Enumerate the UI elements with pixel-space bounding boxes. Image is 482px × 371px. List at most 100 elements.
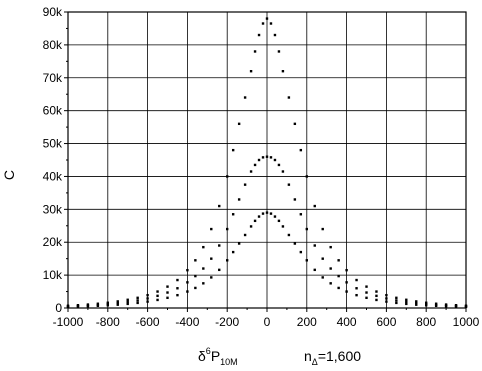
data-point bbox=[194, 274, 197, 278]
data-point bbox=[210, 227, 213, 231]
data-point bbox=[176, 287, 179, 290]
x-axis-label-sub: 10M bbox=[220, 357, 238, 367]
data-point bbox=[287, 233, 291, 237]
y-tick-label: 70k bbox=[43, 71, 63, 85]
data-point bbox=[126, 300, 129, 304]
data-point bbox=[146, 297, 149, 300]
data-point bbox=[375, 294, 378, 298]
data-point bbox=[136, 299, 139, 302]
y-tick-label: 40k bbox=[43, 169, 63, 183]
data-point bbox=[96, 304, 100, 308]
data-point bbox=[261, 212, 265, 215]
data-point bbox=[395, 299, 398, 302]
data-point bbox=[116, 301, 119, 305]
data-point bbox=[76, 305, 80, 308]
data-point bbox=[395, 301, 398, 305]
data-point bbox=[202, 282, 205, 285]
data-point bbox=[194, 259, 197, 262]
data-point bbox=[156, 294, 159, 298]
data-point bbox=[287, 96, 291, 99]
data-point bbox=[156, 298, 159, 302]
data-point bbox=[249, 170, 253, 173]
x-axis-label-main: P bbox=[211, 348, 220, 364]
data-point bbox=[375, 290, 378, 293]
data-point bbox=[136, 296, 139, 300]
data-point bbox=[281, 225, 285, 228]
data-point bbox=[365, 296, 368, 300]
data-point bbox=[166, 296, 169, 300]
data-point bbox=[231, 213, 235, 216]
data-point bbox=[277, 219, 281, 223]
data-point bbox=[261, 22, 265, 25]
data-point bbox=[261, 156, 265, 159]
data-point bbox=[237, 242, 241, 245]
data-point bbox=[434, 304, 438, 308]
x-tick-label: -600 bbox=[136, 315, 160, 329]
data-point bbox=[321, 276, 324, 279]
data-point bbox=[146, 300, 149, 303]
data-point bbox=[415, 303, 418, 306]
data-point bbox=[375, 298, 378, 302]
data-point bbox=[253, 50, 257, 53]
data-point bbox=[385, 293, 388, 297]
y-tick-label: 80k bbox=[43, 38, 63, 52]
sample-size-annotation: nΔ=1,600 bbox=[304, 348, 361, 367]
y-tick-label: 90k bbox=[43, 5, 63, 19]
data-point bbox=[405, 300, 408, 304]
data-points bbox=[66, 17, 468, 309]
data-point bbox=[385, 300, 388, 303]
data-point bbox=[194, 286, 197, 290]
data-point bbox=[126, 298, 129, 301]
x-axis-label: δ6P10M bbox=[198, 346, 238, 367]
x-tick-label: 400 bbox=[337, 315, 357, 329]
data-point bbox=[345, 281, 348, 284]
data-point bbox=[365, 285, 368, 288]
data-point bbox=[186, 281, 189, 284]
data-point bbox=[425, 301, 428, 304]
data-point bbox=[226, 259, 229, 262]
x-tick-labels: -1000 -800 -600 -400 -200 0 200 400 600 800 1000 bbox=[53, 315, 480, 329]
data-point bbox=[243, 96, 247, 99]
data-point bbox=[106, 302, 109, 306]
data-point bbox=[293, 242, 297, 245]
y-tick-label: 20k bbox=[43, 235, 63, 249]
data-point bbox=[313, 204, 316, 208]
data-point bbox=[273, 158, 277, 162]
x-axis-label-sup: 6 bbox=[206, 346, 211, 356]
data-point bbox=[273, 215, 277, 218]
data-point bbox=[156, 290, 159, 293]
data-point bbox=[299, 213, 303, 216]
data-point bbox=[277, 163, 281, 167]
data-point bbox=[405, 302, 408, 306]
data-point bbox=[355, 278, 358, 282]
y-axis-label: C bbox=[1, 170, 17, 180]
x-tick-label: 1000 bbox=[453, 315, 480, 329]
data-point bbox=[257, 33, 261, 37]
x-tick-label: -400 bbox=[175, 315, 199, 329]
y-tick-labels: 0 10k 20k 30k 40k 50k 60k 70k 80k 90k bbox=[43, 5, 63, 315]
data-point bbox=[355, 293, 358, 297]
data-point bbox=[202, 267, 205, 270]
data-point bbox=[395, 296, 398, 300]
x-tick-label: 200 bbox=[297, 315, 317, 329]
data-point bbox=[243, 233, 247, 237]
x-tick-label: -1000 bbox=[53, 315, 84, 329]
x-tick-label: -800 bbox=[96, 315, 120, 329]
data-point bbox=[257, 158, 261, 162]
data-point bbox=[176, 278, 179, 282]
data-point bbox=[237, 122, 241, 126]
data-point bbox=[321, 257, 324, 260]
data-point bbox=[293, 198, 297, 201]
data-point bbox=[337, 286, 340, 290]
data-point bbox=[415, 301, 418, 305]
data-point bbox=[269, 156, 273, 159]
data-point bbox=[265, 155, 269, 158]
data-point bbox=[405, 298, 408, 301]
data-point bbox=[218, 268, 221, 272]
data-point bbox=[355, 287, 358, 290]
data-point bbox=[385, 297, 388, 300]
annotation-rest: =1,600 bbox=[318, 348, 361, 364]
data-point bbox=[281, 170, 285, 173]
data-point bbox=[425, 302, 428, 306]
